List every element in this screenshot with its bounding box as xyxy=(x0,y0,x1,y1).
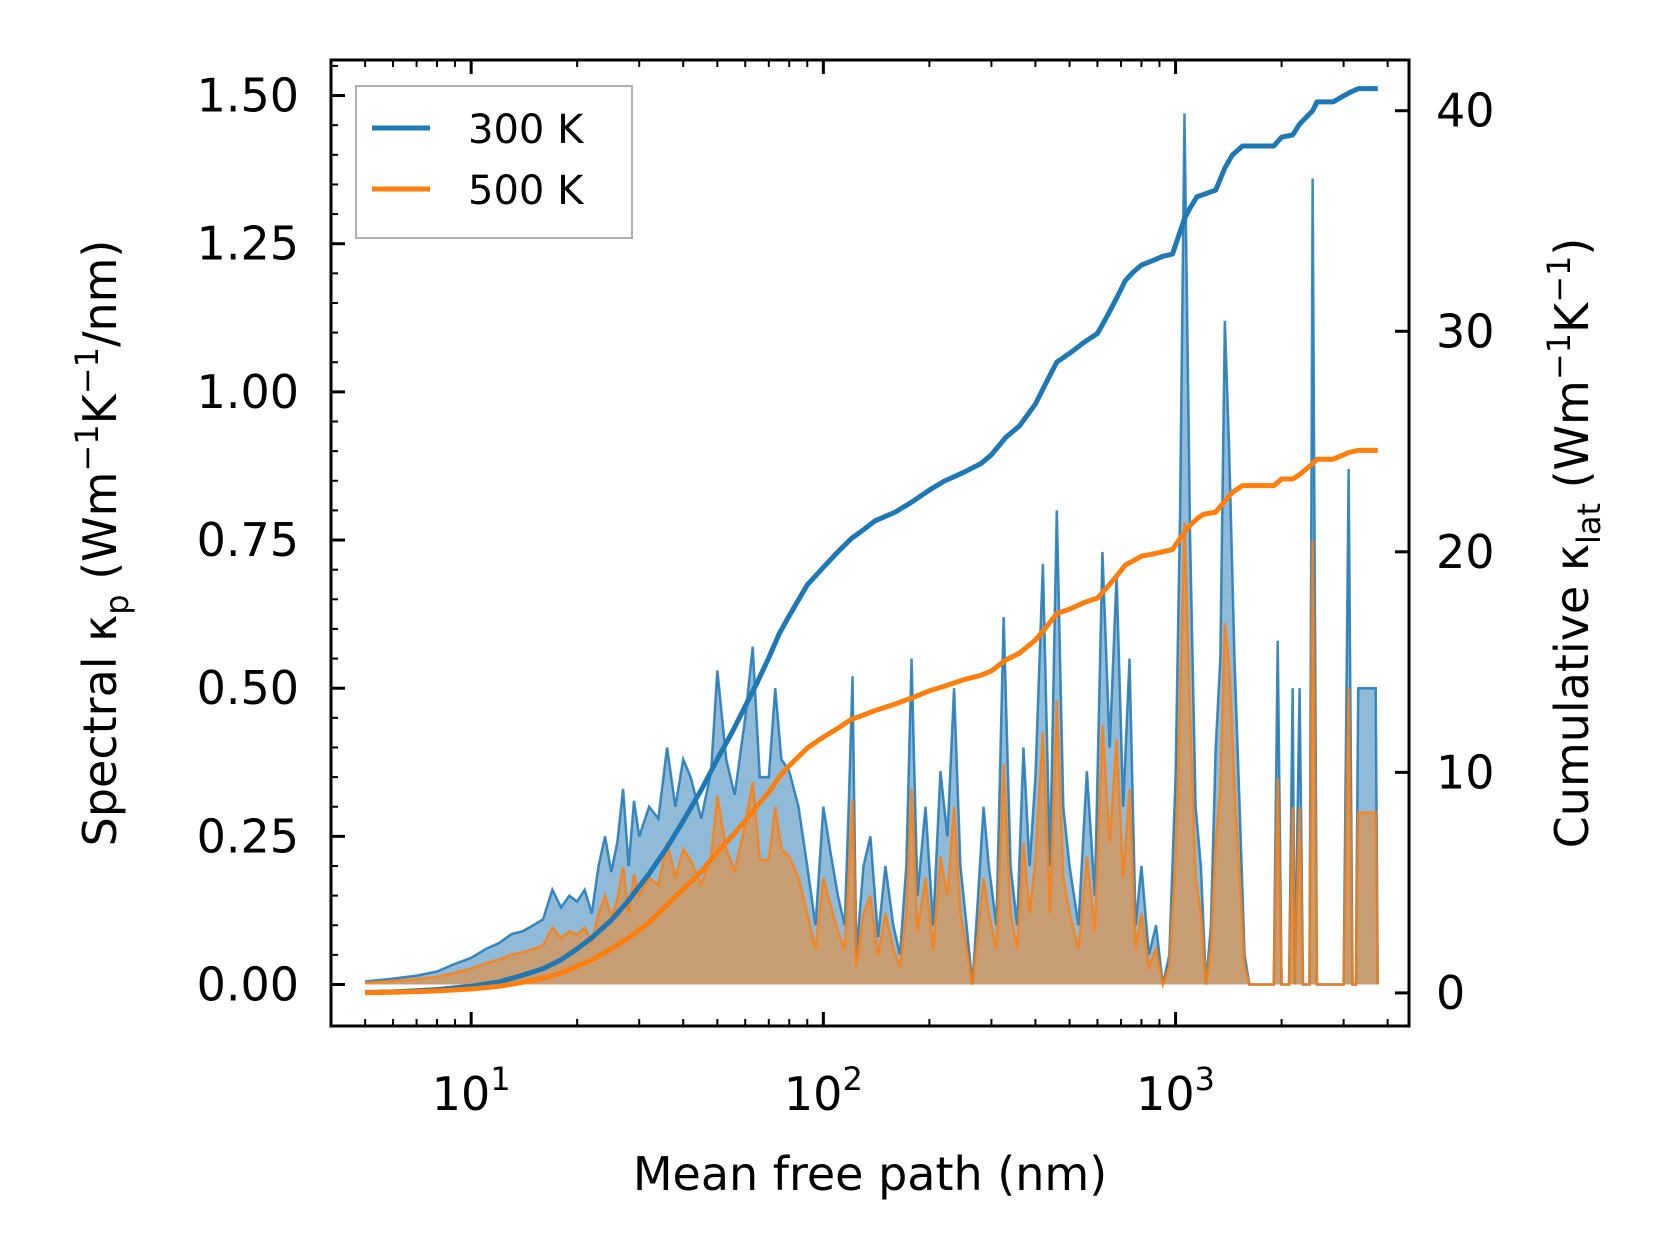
legend: 300 K 500 K xyxy=(355,85,633,239)
y-left-tick-label: 0.75 xyxy=(197,513,299,567)
cumulative-lines xyxy=(365,86,1378,996)
spectral-lines xyxy=(364,113,1379,990)
y-left-tick-label: 0.00 xyxy=(197,958,299,1012)
legend-label-500k: 500 K xyxy=(468,168,585,214)
axis-ticks: 101 102 103 0.00 0.25 0.50 0.75 1.00 1.25 1.50 0 10… xyxy=(197,60,1495,1121)
y-left-tick-label: 1.00 xyxy=(197,365,299,419)
y-right-tick-label: 20 xyxy=(1436,525,1495,579)
y-left-tick-label: 1.50 xyxy=(197,69,299,123)
y-left-tick-label: 0.25 xyxy=(197,809,299,863)
y-right-tick-label: 0 xyxy=(1436,966,1465,1020)
legend-label-300k: 300 K xyxy=(468,107,585,153)
cumulative-line-300k xyxy=(365,86,1378,995)
y-right-tick-label: 40 xyxy=(1436,84,1495,138)
x-tick-label: 102 xyxy=(784,1060,863,1121)
x-axis-label: Mean free path (nm) xyxy=(633,1147,1107,1201)
y-right-tick-label: 30 xyxy=(1436,304,1495,358)
spectral-line-500k xyxy=(365,522,1379,990)
y-left-tick-label: 1.25 xyxy=(197,217,299,271)
plot-frame xyxy=(329,58,1411,1028)
x-tick-label: 101 xyxy=(432,1060,511,1121)
legend-box xyxy=(355,85,633,239)
x-tick-label: 103 xyxy=(1136,1060,1215,1121)
y-axis-right-label: Cumulative κlat (Wm−1K−1) xyxy=(1540,238,1608,849)
y-left-tick-label: 0.50 xyxy=(197,661,299,715)
cumulative-line-500k xyxy=(365,447,1378,996)
y-axis-left-label: Spectral κp (Wm−1K−1/nm) xyxy=(68,240,136,847)
y-right-tick-label: 10 xyxy=(1436,745,1495,799)
